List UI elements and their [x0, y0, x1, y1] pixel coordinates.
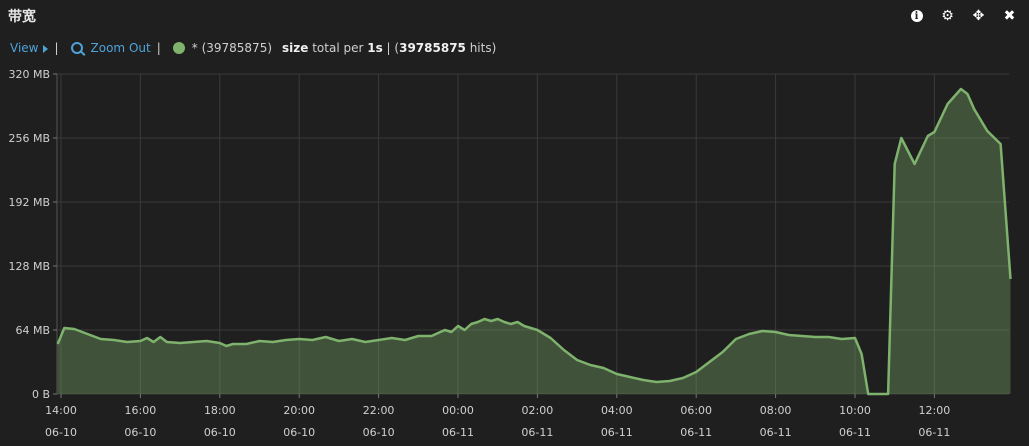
x-tick-time-label: 18:00: [204, 404, 236, 417]
separator: |: [54, 41, 59, 55]
x-tick-time-label: 02:00: [522, 404, 554, 417]
x-tick-date-label: 06-10: [204, 426, 236, 439]
y-tick-label: 192 MB: [8, 196, 50, 209]
y-tick-label: 320 MB: [8, 68, 50, 81]
x-tick-time-label: 12:00: [919, 404, 951, 417]
y-axis: 0 B 64 MB 128 MB 192 MB 256 MB 320 MB: [8, 68, 57, 401]
chart-grid: [56, 73, 1009, 395]
y-tick-label: 64 MB: [15, 324, 50, 337]
close-icon[interactable]: ✖: [1003, 8, 1016, 24]
zoom-out-button[interactable]: Zoom Out: [65, 41, 151, 55]
x-tick-date-label: 06-11: [601, 426, 633, 439]
x-tick-date-label: 06-11: [442, 426, 474, 439]
zoom-out-icon: [70, 41, 83, 54]
x-tick-date-label: 06-10: [283, 426, 315, 439]
gear-icon[interactable]: ⚙: [941, 8, 954, 24]
metric-middle: total per: [308, 41, 368, 55]
view-menu-button[interactable]: View: [10, 41, 49, 55]
y-tick-label: 0 B: [32, 388, 50, 401]
metric-interval: 1s: [367, 41, 383, 55]
series-label: * (39785875): [191, 41, 273, 55]
x-axis: 14:00 06-10 16:00 06-10 18:00 06-10 20:00 06-10…: [45, 394, 950, 439]
x-tick-time-label: 16:00: [125, 404, 157, 417]
series-color-swatch[interactable]: [172, 42, 185, 54]
metric-field: size: [282, 41, 309, 55]
series-points: [57, 88, 1011, 395]
x-tick-time-label: 00:00: [442, 404, 474, 417]
x-tick-date-label: 06-11: [839, 426, 871, 439]
x-tick-time-label: 22:00: [363, 404, 395, 417]
hits-open: | (: [382, 41, 400, 55]
x-tick-date-label: 06-10: [124, 426, 156, 439]
x-tick-date-label: 06-11: [521, 426, 553, 439]
x-tick-date-label: 06-11: [760, 426, 792, 439]
legend-bar: View | Zoom Out | * (39785875) size tota…: [10, 41, 496, 55]
x-tick-date-label: 06-10: [45, 426, 77, 439]
x-tick-date-label: 06-11: [918, 426, 950, 439]
y-tick-label: 128 MB: [8, 260, 50, 273]
series-line: [56, 87, 1012, 396]
x-tick-time-label: 04:00: [601, 404, 633, 417]
x-tick-time-label: 10:00: [839, 404, 871, 417]
x-tick-date-label: 06-11: [680, 426, 712, 439]
caret-right-icon: [43, 44, 49, 53]
x-tick-date-label: 06-10: [363, 426, 395, 439]
info-icon[interactable]: i: [901, 6, 932, 26]
x-tick-time-label: 08:00: [760, 404, 792, 417]
panel-title: 带宽: [8, 9, 36, 25]
y-tick-label: 256 MB: [8, 132, 50, 145]
x-tick-time-label: 20:00: [283, 404, 315, 417]
panel-toolbar: i ⚙ ✥ ✖: [901, 6, 1025, 26]
move-icon[interactable]: ✥: [972, 8, 985, 24]
separator: |: [156, 41, 161, 55]
series-area: [57, 89, 1011, 394]
hits-count: 39785875: [399, 41, 466, 55]
x-tick-time-label: 06:00: [680, 404, 712, 417]
hits-close: hits): [465, 41, 497, 55]
x-tick-time-label: 14:00: [45, 404, 77, 417]
